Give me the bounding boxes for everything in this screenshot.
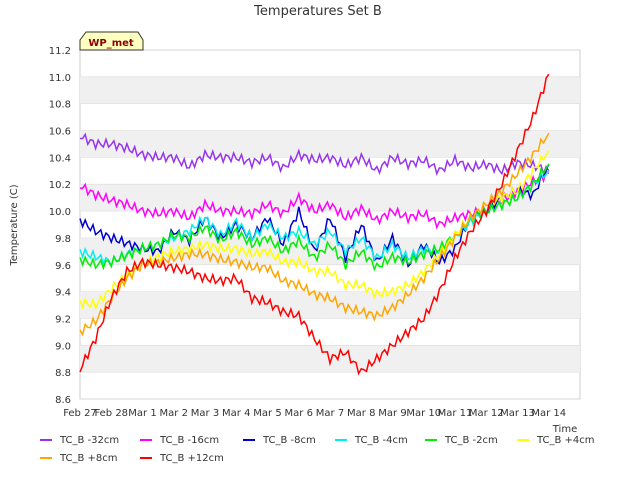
legend-item: TC_B -16cm	[140, 435, 219, 446]
legend-label: TC_B -8cm	[262, 435, 316, 446]
legend-item: TC_B -32cm	[40, 435, 119, 446]
x-tick-label: Mar 11	[438, 408, 473, 419]
y-axis-label: Temperature (C)	[9, 184, 20, 266]
x-tick-label: Feb 27	[63, 408, 97, 419]
x-tick-label: Mar 6	[285, 408, 313, 419]
series-line-tc-b-32cm	[80, 132, 550, 177]
legend: TC_B -32cm TC_B -16cm TC_B -8cm TC_B -4cm TC…	[40, 435, 595, 464]
x-tick-label: Mar 4	[222, 408, 250, 419]
legend-item: TC_B +4cm	[517, 435, 595, 446]
legend-item: TC_B -2cm	[425, 435, 498, 446]
x-tick-label: Mar 7	[316, 408, 344, 419]
legend-label: TC_B -32cm	[59, 435, 119, 446]
y-tick-label: 10.0	[49, 207, 71, 218]
wp-met-badge: WP_met	[79, 31, 144, 51]
series-line-tc-b-12cm	[79, 73, 550, 376]
legend-label: TC_B -2cm	[444, 435, 498, 446]
grid-band	[80, 291, 580, 319]
y-tick-label: 10.2	[49, 180, 71, 191]
legend-label: TC_B +12cm	[159, 453, 224, 464]
chart-title: Temperatures Set B	[253, 4, 382, 19]
x-tick-label: Mar 3	[191, 408, 219, 419]
x-tick-label: Mar 13	[500, 408, 535, 419]
x-tick-label: Mar 2	[160, 408, 188, 419]
x-tick-label: Mar 5	[253, 408, 281, 419]
y-tick-label: 10.6	[49, 127, 71, 138]
x-tick-label: Feb 28	[94, 408, 128, 419]
series-lines	[79, 73, 550, 376]
y-tick-label: 9.8	[55, 234, 71, 245]
legend-item: TC_B -4cm	[335, 435, 408, 446]
legend-label: TC_B +4cm	[536, 435, 595, 446]
x-tick-label: Mar 8	[347, 408, 375, 419]
y-tick-label: 9.0	[55, 341, 71, 352]
x-tick-label: Mar 9	[378, 408, 406, 419]
x-tick-label: Mar 14	[531, 408, 566, 419]
grid-band	[80, 76, 580, 104]
y-tick-label: 9.6	[55, 261, 71, 272]
plot-frame	[79, 49, 581, 400]
y-axis: 8.6 8.8 9.0 9.2 9.4 9.6 9.8 10.0 10.2 10.4 10.6 10.…	[49, 46, 71, 406]
badge-label: WP_met	[88, 38, 134, 49]
y-tick-label: 9.2	[55, 314, 71, 325]
legend-label: TC_B -16cm	[159, 435, 219, 446]
legend-item: TC_B +12cm	[140, 453, 224, 464]
legend-label: TC_B +8cm	[59, 453, 118, 464]
y-tick-label: 10.4	[49, 153, 71, 164]
y-tick-label: 11.2	[49, 46, 71, 57]
y-tick-label: 10.8	[49, 100, 71, 111]
legend-label: TC_B -4cm	[354, 435, 408, 446]
x-tick-label: Mar 10	[406, 408, 441, 419]
y-tick-label: 9.4	[55, 288, 71, 299]
x-tick-label: Mar 1	[128, 408, 156, 419]
x-tick-label: Mar 12	[469, 408, 504, 419]
y-tick-label: 8.6	[55, 395, 71, 406]
y-tick-label: 11.0	[49, 73, 71, 84]
legend-item: TC_B -8cm	[243, 435, 316, 446]
grid-band	[80, 345, 580, 373]
x-axis-label: Time	[552, 424, 577, 435]
plot-area	[79, 49, 581, 400]
legend-item: TC_B +8cm	[40, 453, 118, 464]
series-line-tc-b-8cm	[79, 132, 550, 337]
y-tick-label: 8.8	[55, 368, 71, 379]
